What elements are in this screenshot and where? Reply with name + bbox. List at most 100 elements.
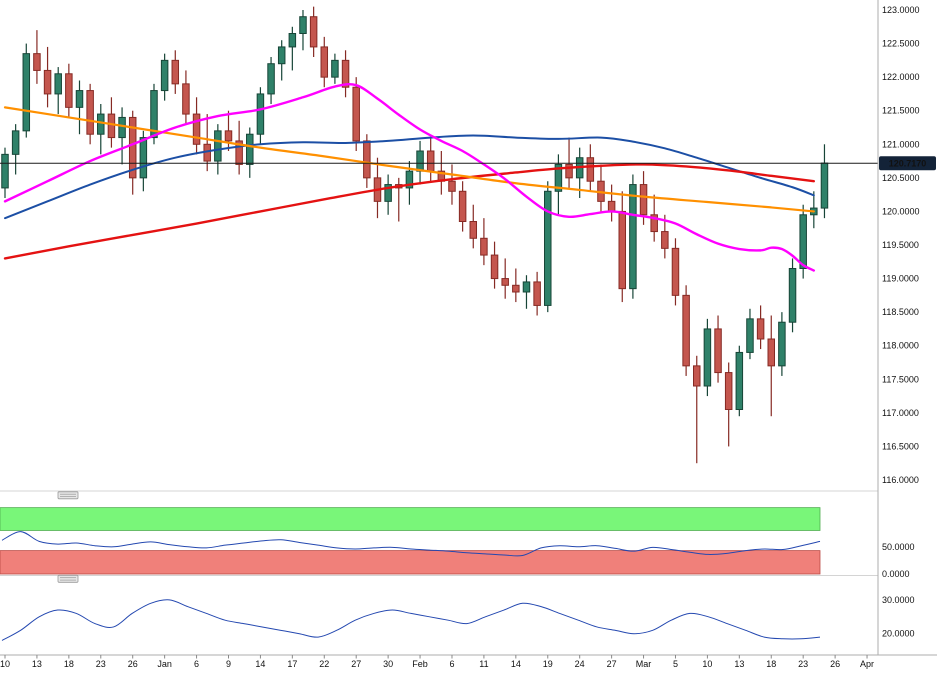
candle [661, 214, 669, 259]
time-axis[interactable]: 10 13 18 23 26 Jan 6 9 14 17 22 27 30 Feb 6 11 14 19 24 27 M… [0, 655, 874, 669]
candle [224, 110, 233, 151]
main-price-pane[interactable] [0, 6, 878, 464]
candle-body [554, 163, 563, 192]
ma-line-orange [3, 106, 815, 213]
time-axis-label: 9 [226, 659, 231, 669]
price-axis-label: 121.0000 [882, 139, 920, 149]
candle-body [235, 140, 243, 165]
candle [235, 120, 243, 175]
candle-body [714, 328, 722, 374]
candle-body [65, 73, 73, 108]
time-axis-label: 5 [673, 659, 678, 669]
price-axis-label: 116.0000 [882, 475, 919, 485]
time-axis-label: 14 [255, 659, 265, 669]
rsi-panel[interactable] [0, 507, 821, 575]
candle-body [288, 33, 297, 48]
time-axis-label: 26 [830, 659, 840, 669]
price-axis-label: 122.5000 [882, 39, 920, 49]
rsi-overbought-band [0, 507, 821, 531]
candle-body [384, 184, 392, 202]
candle [86, 83, 94, 145]
lower-indicator-panel[interactable] [1, 599, 821, 641]
time-axis-label: 19 [543, 659, 553, 669]
candle-body [22, 53, 31, 132]
candle-body [650, 214, 658, 233]
candle [682, 285, 690, 376]
time-axis-label: 10 [702, 659, 712, 669]
candle-body [448, 180, 456, 192]
ma-line-red [3, 163, 816, 260]
candle [756, 305, 765, 350]
price-axis-label: 117.5000 [882, 374, 919, 384]
candle-body [416, 150, 424, 172]
candle-body [352, 86, 360, 142]
candle-body [214, 130, 222, 162]
rsi-line [1, 531, 821, 557]
candle-body [756, 318, 765, 340]
candle-body [86, 90, 94, 135]
candle-body [458, 190, 467, 223]
candle-body [54, 73, 62, 95]
candle [703, 318, 712, 397]
rsi-oversold-band [0, 550, 821, 575]
rsi-axis-label: 50.0000 [882, 542, 915, 552]
price-axis-label: 116.5000 [882, 441, 919, 451]
price-axis-label: 119.0000 [882, 274, 919, 284]
candle-body [267, 63, 275, 95]
panel-resize-handle[interactable] [57, 574, 79, 583]
candle-body [820, 162, 829, 209]
candle [458, 181, 467, 232]
candle [267, 57, 275, 104]
candle-body [118, 116, 126, 139]
candle [43, 46, 52, 108]
ma-line-magenta [3, 83, 816, 272]
candle-body [224, 130, 233, 142]
current-price-label: 120.7170 [889, 158, 927, 168]
time-axis-label: 22 [319, 659, 329, 669]
candle-body [182, 83, 190, 115]
time-axis-label: 17 [287, 659, 297, 669]
candle [746, 308, 754, 360]
candle [788, 258, 797, 333]
candle-body [522, 281, 531, 293]
candle-body [320, 46, 329, 78]
price-axis[interactable]: 123.0000 122.5000 122.0000 121.5000 121.0000… [882, 5, 920, 639]
time-axis-label: 13 [32, 659, 42, 669]
current-price-badge: 120.7170 [879, 156, 936, 171]
candle-body [480, 237, 488, 256]
time-axis-label: 23 [96, 659, 106, 669]
candle [299, 10, 307, 51]
candle [192, 97, 201, 155]
time-axis-label: 27 [607, 659, 617, 669]
candle-body [97, 113, 105, 135]
time-axis-label: Jan [157, 659, 172, 669]
time-axis-label: 27 [351, 659, 361, 669]
price-axis-label: 119.5000 [882, 240, 919, 250]
price-axis-label: 121.5000 [882, 106, 920, 116]
candle-body [128, 116, 137, 179]
candle-body [661, 231, 669, 249]
candle-body [11, 130, 20, 155]
candle [522, 275, 531, 309]
candle-body [693, 365, 701, 387]
candle [533, 271, 541, 316]
panel-resize-handle[interactable] [57, 491, 79, 500]
lower-axis-label: 20.0000 [882, 629, 915, 639]
candle [320, 36, 329, 88]
candle [256, 87, 265, 145]
candle-body [363, 140, 371, 179]
time-axis-label: Apr [860, 659, 874, 669]
candle-body [139, 137, 148, 179]
time-axis-label: 30 [383, 659, 393, 669]
candle [171, 50, 180, 94]
candle-body [671, 247, 680, 296]
candle [490, 241, 499, 289]
candle-body [788, 268, 797, 323]
candle [735, 345, 744, 417]
price-axis-label: 117.0000 [882, 408, 919, 418]
candle [97, 104, 105, 155]
candle [714, 315, 722, 383]
candle [128, 110, 137, 195]
